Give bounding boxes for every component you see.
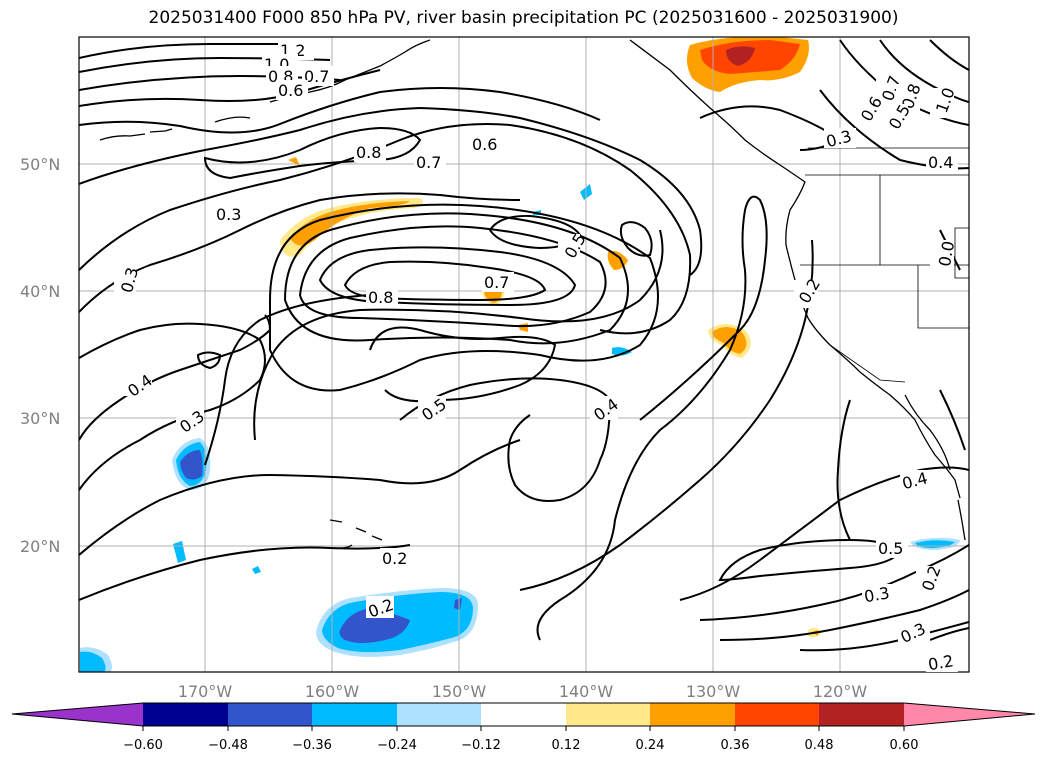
graticule [79,37,969,672]
colorbar-segment [397,703,481,726]
lat-label: 50°N [20,155,60,174]
colorbar-tick: 0.48 [805,738,834,753]
lon-label: 160°W [305,682,360,701]
lat-label: 30°N [20,409,60,428]
lon-label: 150°W [432,682,487,701]
contour-label: 0.5 [878,539,903,558]
contour-label: 0.4 [928,153,953,172]
contour-labels: 1.2 1.0 0.8 0.7 0.6 0.8 0.7 0.6 0.3 0.3 … [114,40,959,674]
colorbar-segment [228,703,312,726]
colorbar-extend-low [12,703,143,726]
contour-label: 0.0 [935,240,958,268]
colorbar-tick: −0.60 [123,738,163,753]
contour-label: 0.8 [368,288,393,307]
colorbar-extend-high [904,703,1035,726]
longitude-labels: 170°W 160°W 150°W 140°W 130°W 120°W [178,682,868,701]
lon-label: 170°W [178,682,233,701]
contour-label: 0.3 [863,583,891,606]
colorbar: −0.60 −0.48 −0.36 −0.24 −0.12 0.12 0.24 … [11,702,1036,753]
colorbar-tick: 0.24 [636,738,665,753]
colorbar-segment [312,703,397,726]
colorbar-tick: −0.36 [292,738,332,753]
colorbar-tick: −0.24 [377,738,417,753]
contour-label: 0.7 [416,153,441,172]
lon-label: 120°W [813,682,868,701]
contour-label: 0.6 [278,81,303,100]
latitude-labels: 50°N 40°N 30°N 20°N [20,155,60,556]
colorbar-segment [735,703,819,726]
contour-label: 0.6 [472,135,497,154]
pv-contours [79,39,969,652]
lat-label: 20°N [20,537,60,556]
colorbar-tick: −0.12 [461,738,501,753]
colorbar-tick: 0.60 [890,738,919,753]
lon-label: 130°W [686,682,741,701]
colorbar-segment [650,703,735,726]
colorbar-tick: 0.36 [721,738,750,753]
lon-label: 140°W [559,682,614,701]
lat-label: 40°N [20,282,60,301]
colorbar-segment [819,703,904,726]
colorbar-segment [481,703,566,726]
contour-label: 0.8 [356,143,381,162]
colorbar-tick: 0.12 [552,738,581,753]
contour-label: 0.2 [927,651,955,674]
contour-label: 0.7 [304,67,329,86]
contour-label: 0.2 [382,549,407,568]
contour-label: 0.7 [484,273,509,292]
contour-label: 0.3 [216,205,241,224]
map-title: 2025031400 F000 850 hPa PV, river basin … [148,8,899,28]
colorbar-tick: −0.48 [208,738,248,753]
map-frame [78,36,970,673]
colorbar-segment [566,703,650,726]
colorbar-segment [143,703,228,726]
